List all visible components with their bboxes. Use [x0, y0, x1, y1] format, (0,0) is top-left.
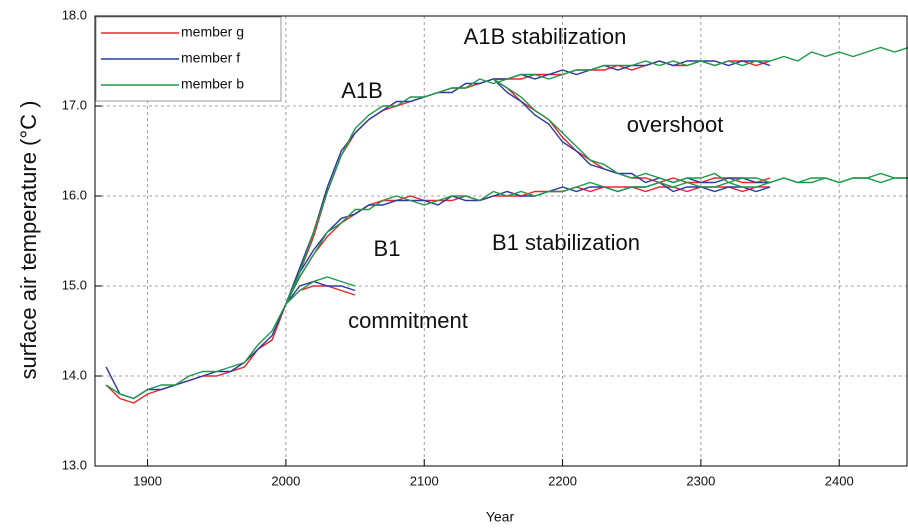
y-tick-label: 14.0 [62, 367, 87, 382]
series-line [285, 181, 771, 305]
annotation: commitment [348, 308, 468, 333]
y-axis-label: surface air temperature (°C ) [16, 101, 41, 380]
legend-label: member f [181, 50, 240, 66]
x-tick-label: 2400 [825, 473, 854, 488]
y-tick-label: 13.0 [62, 457, 87, 472]
series-line [285, 280, 356, 305]
annotation: B1 [374, 236, 401, 261]
series-line [285, 285, 356, 305]
x-tick-label: 2000 [271, 473, 300, 488]
annotation: A1B [341, 78, 383, 103]
y-tick-label: 15.0 [62, 277, 87, 292]
y-tick-label: 16.0 [62, 187, 87, 202]
x-tick-label: 1900 [133, 473, 162, 488]
legend-label: member b [181, 76, 244, 92]
x-axis-label: Year [486, 509, 515, 525]
x-tick-label: 2200 [548, 473, 577, 488]
annotation: B1 stabilization [492, 230, 640, 255]
legend-label: member g [181, 24, 244, 40]
series-line [285, 177, 908, 305]
series-line [285, 276, 356, 305]
plot-frame [94, 15, 908, 467]
x-tick-label: 2300 [686, 473, 715, 488]
annotation: A1B stabilization [464, 24, 627, 49]
y-tick-label: 17.0 [62, 97, 87, 112]
y-tick-label: 18.0 [62, 7, 87, 22]
x-tick-label: 2100 [410, 473, 439, 488]
annotation: overshoot [627, 112, 724, 137]
series-line [105, 46, 908, 400]
